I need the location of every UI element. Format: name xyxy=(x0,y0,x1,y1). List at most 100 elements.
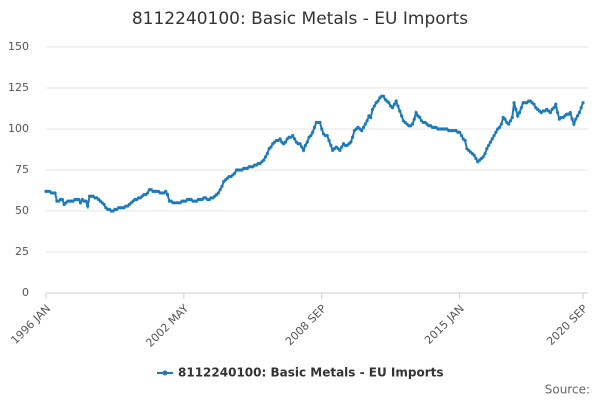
point xyxy=(472,153,476,157)
point xyxy=(278,137,282,141)
y-tick-label: 100 xyxy=(8,122,29,135)
point xyxy=(485,147,489,151)
point xyxy=(552,106,556,110)
point xyxy=(263,155,268,159)
point xyxy=(318,120,322,125)
point xyxy=(360,129,364,133)
point xyxy=(283,140,288,144)
point xyxy=(376,99,380,103)
y-tick-label: 0 xyxy=(22,286,29,299)
point xyxy=(302,148,306,152)
point xyxy=(554,102,558,106)
point xyxy=(474,156,478,161)
point xyxy=(394,99,398,103)
x-tick-label: 1996 JAN xyxy=(8,302,53,347)
point xyxy=(145,191,150,195)
point xyxy=(381,94,386,98)
point xyxy=(86,204,90,208)
point xyxy=(311,130,315,134)
point xyxy=(568,111,572,115)
y-tick-label: 125 xyxy=(8,81,29,94)
point xyxy=(577,111,581,115)
point xyxy=(579,106,583,110)
chart-title: 8112240100: Basic Metals - EU Imports xyxy=(132,9,468,29)
point xyxy=(320,127,324,131)
point xyxy=(165,193,170,197)
point xyxy=(349,140,353,144)
point xyxy=(361,125,366,129)
point xyxy=(390,106,395,110)
point xyxy=(510,115,514,120)
point xyxy=(488,140,493,144)
x-tick-label: 2008 SEP xyxy=(283,302,329,348)
point xyxy=(329,143,333,147)
point xyxy=(370,107,375,111)
point xyxy=(507,122,511,126)
point xyxy=(414,111,418,115)
point xyxy=(499,122,503,126)
point xyxy=(365,119,369,123)
point xyxy=(84,199,88,203)
point xyxy=(396,104,400,108)
point xyxy=(292,137,297,141)
point xyxy=(519,106,523,110)
point xyxy=(574,117,578,121)
point xyxy=(363,122,367,126)
point xyxy=(548,111,552,115)
point xyxy=(458,130,462,134)
point xyxy=(291,133,295,138)
point xyxy=(102,202,106,207)
point xyxy=(387,101,391,105)
point xyxy=(492,133,496,138)
point xyxy=(372,104,376,108)
point xyxy=(503,117,507,121)
source: Source: xyxy=(545,383,590,397)
point xyxy=(233,171,237,175)
x-tick-label: 2020 SEP xyxy=(544,302,590,348)
point xyxy=(556,111,560,115)
point xyxy=(459,133,464,138)
point xyxy=(53,191,57,195)
x-tick-label: 2015 JAN xyxy=(422,302,467,347)
point xyxy=(517,111,522,115)
point xyxy=(300,145,304,149)
point xyxy=(532,102,536,106)
point xyxy=(572,122,576,126)
point xyxy=(581,101,585,105)
y-tick-label: 150 xyxy=(8,40,29,53)
point xyxy=(325,133,329,138)
point xyxy=(514,107,518,111)
point xyxy=(298,142,302,146)
x-tick-label: 2002 MAY xyxy=(143,302,191,350)
point xyxy=(312,125,317,129)
point xyxy=(516,114,520,118)
point xyxy=(392,102,396,106)
y-tick-label: 75 xyxy=(15,163,29,176)
point xyxy=(262,158,266,162)
point xyxy=(497,125,502,129)
point xyxy=(483,152,487,156)
point xyxy=(340,145,344,149)
point xyxy=(220,184,224,188)
point xyxy=(77,197,81,202)
point xyxy=(481,155,485,159)
point xyxy=(398,109,402,113)
point xyxy=(570,117,574,121)
point xyxy=(487,143,491,147)
y-tick-label: 25 xyxy=(15,245,29,258)
point xyxy=(508,119,513,123)
point xyxy=(512,101,516,105)
point xyxy=(399,114,404,118)
point xyxy=(369,115,373,120)
point xyxy=(575,114,580,118)
point xyxy=(303,143,308,147)
point xyxy=(265,152,269,156)
point xyxy=(410,122,415,126)
point xyxy=(78,201,83,205)
point xyxy=(309,133,313,138)
point xyxy=(60,197,64,202)
point xyxy=(338,148,342,152)
point xyxy=(463,138,467,143)
series-line xyxy=(46,95,584,212)
